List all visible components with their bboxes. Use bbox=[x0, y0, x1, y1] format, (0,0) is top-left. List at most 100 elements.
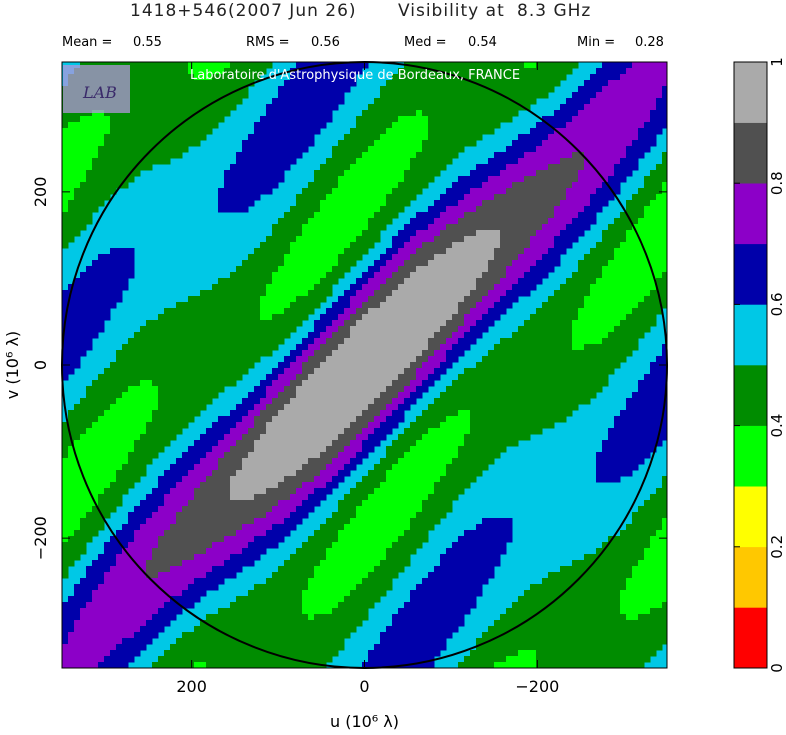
field-cell bbox=[566, 110, 573, 117]
field-cell bbox=[650, 314, 657, 321]
field-cell bbox=[266, 122, 273, 129]
field-cell bbox=[602, 380, 609, 387]
field-cell bbox=[242, 206, 249, 213]
field-cell bbox=[374, 428, 381, 435]
field-cell bbox=[644, 212, 651, 219]
field-cell bbox=[308, 416, 315, 423]
field-cell bbox=[434, 266, 441, 273]
field-cell bbox=[392, 104, 399, 111]
field-cell bbox=[464, 128, 471, 135]
field-cell bbox=[476, 320, 483, 327]
field-cell bbox=[284, 218, 291, 225]
field-cell bbox=[584, 392, 591, 399]
field-cell bbox=[302, 338, 309, 345]
field-cell bbox=[338, 272, 345, 279]
field-cell bbox=[374, 374, 381, 381]
field-cell bbox=[62, 374, 69, 381]
field-cell bbox=[554, 224, 561, 231]
field-cell bbox=[284, 404, 291, 411]
field-cell bbox=[164, 428, 171, 435]
field-cell bbox=[260, 398, 267, 405]
field-cell bbox=[206, 428, 213, 435]
field-cell bbox=[356, 230, 363, 237]
field-cell bbox=[272, 236, 279, 243]
field-cell bbox=[374, 116, 381, 123]
field-cell bbox=[440, 308, 447, 315]
field-cell bbox=[386, 374, 393, 381]
field-cell bbox=[566, 374, 573, 381]
field-cell bbox=[356, 356, 363, 363]
field-cell bbox=[254, 314, 261, 321]
field-cell bbox=[146, 356, 153, 363]
field-cell bbox=[656, 224, 663, 231]
field-cell bbox=[488, 200, 495, 207]
field-cell bbox=[308, 110, 315, 117]
field-cell bbox=[236, 92, 243, 99]
field-cell bbox=[266, 182, 273, 189]
field-cell bbox=[308, 212, 315, 219]
field-cell bbox=[626, 320, 633, 327]
field-cell bbox=[626, 326, 633, 333]
field-cell bbox=[134, 116, 141, 123]
field-cell bbox=[590, 92, 597, 99]
field-cell bbox=[392, 362, 399, 369]
field-cell bbox=[338, 314, 345, 321]
field-cell bbox=[68, 368, 75, 375]
field-cell bbox=[476, 428, 483, 435]
field-cell bbox=[404, 302, 411, 309]
field-cell bbox=[110, 386, 117, 393]
field-cell bbox=[308, 62, 315, 69]
field-cell bbox=[416, 116, 423, 123]
field-cell bbox=[332, 428, 339, 435]
field-cell bbox=[608, 356, 615, 363]
field-cell bbox=[332, 236, 339, 243]
field-cell bbox=[434, 128, 441, 135]
field-cell bbox=[620, 254, 627, 261]
field-cell bbox=[224, 290, 231, 297]
field-cell bbox=[152, 404, 159, 411]
field-cell bbox=[338, 416, 345, 423]
field-cell bbox=[206, 320, 213, 327]
field-cell bbox=[608, 434, 615, 441]
field-cell bbox=[62, 308, 69, 315]
field-cell bbox=[530, 260, 537, 267]
field-cell bbox=[530, 206, 537, 213]
field-cell bbox=[596, 374, 603, 381]
field-cell bbox=[506, 260, 513, 267]
field-cell bbox=[308, 302, 315, 309]
field-cell bbox=[434, 260, 441, 267]
field-cell bbox=[74, 170, 81, 177]
field-cell bbox=[488, 194, 495, 201]
field-cell bbox=[272, 266, 279, 273]
field-cell bbox=[476, 434, 483, 441]
field-cell bbox=[386, 332, 393, 339]
field-cell bbox=[440, 236, 447, 243]
field-cell bbox=[176, 356, 183, 363]
field-cell bbox=[230, 272, 237, 279]
field-cell bbox=[182, 332, 189, 339]
field-cell bbox=[488, 434, 495, 441]
field-cell bbox=[392, 392, 399, 399]
field-cell bbox=[146, 332, 153, 339]
field-cell bbox=[374, 326, 381, 333]
field-cell bbox=[488, 410, 495, 417]
field-cell bbox=[224, 308, 231, 315]
field-cell bbox=[440, 422, 447, 429]
field-cell bbox=[446, 398, 453, 405]
field-cell bbox=[392, 122, 399, 129]
field-cell bbox=[80, 398, 87, 405]
field-cell bbox=[584, 206, 591, 213]
field-cell bbox=[332, 86, 339, 93]
field-cell bbox=[188, 410, 195, 417]
field-cell bbox=[128, 158, 135, 165]
field-cell bbox=[518, 140, 525, 147]
field-cell bbox=[398, 350, 405, 357]
field-cell bbox=[326, 398, 333, 405]
field-cell bbox=[500, 62, 507, 69]
field-cell bbox=[506, 152, 513, 159]
field-cell bbox=[374, 188, 381, 195]
field-cell bbox=[386, 110, 393, 117]
field-cell bbox=[500, 434, 507, 441]
field-cell bbox=[596, 188, 603, 195]
field-cell bbox=[464, 368, 471, 375]
